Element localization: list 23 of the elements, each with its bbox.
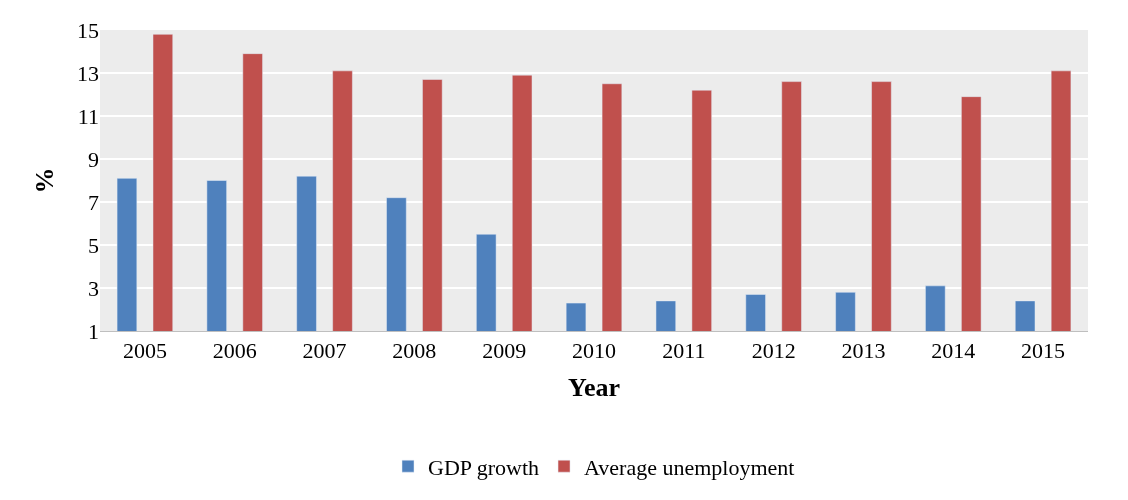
x-tick-label: 2009 [482,338,527,364]
x-tick-label: 2012 [751,338,796,364]
y-tick-label: 15 [77,17,99,43]
legend-label: Average unemployment [584,454,795,480]
x-tick-label: 2005 [122,338,167,364]
x-axis-title: Year [568,373,620,403]
y-tick-label: 3 [88,275,99,301]
legend-label: GDP growth [428,454,540,480]
y-tick-label: 11 [77,103,99,129]
x-tick-label: 2007 [302,338,347,364]
y-tick-label: 9 [88,146,99,172]
x-tick-label: 2008 [392,338,437,364]
x-tick-label: 2006 [212,338,257,364]
y-axis-title: % [30,167,60,194]
y-tick-label: 5 [88,232,99,258]
y-tick-label: 7 [88,189,99,215]
x-tick-label: 2010 [572,338,616,364]
y-tick-label: 13 [77,60,99,86]
x-tick-label: 2014 [931,338,976,364]
x-tick-label: 2013 [841,338,886,364]
y-tick-label: 1 [88,318,99,344]
x-tick-label: 2015 [1021,338,1066,364]
x-tick-label: 2011 [662,338,706,364]
